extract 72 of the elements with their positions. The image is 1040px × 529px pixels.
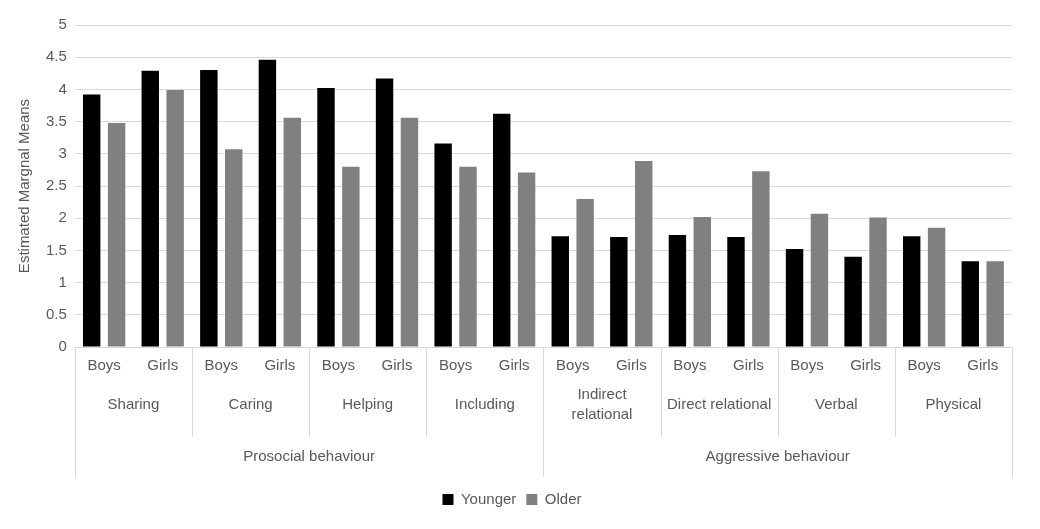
x-tick-label: Boys [790,356,824,374]
y-tick-label: 2 [58,208,67,226]
bar [434,143,452,347]
text: Verbal [815,395,858,413]
y-tick-label: 4.5 [45,47,67,65]
y-tick-label: 3 [58,143,67,161]
text: Including [454,395,515,413]
y-tick-label: 1 [58,272,67,290]
x-tick-label: Girls [967,356,999,374]
bar [551,236,569,347]
bar [635,160,653,347]
bar [492,113,511,347]
text: Direct relational [667,395,772,413]
y-tick-label: 4 [58,79,67,97]
bar [283,117,302,347]
x-tick-label: Boys [556,356,590,374]
x-tick-label: Girls [850,356,881,374]
y-tick-label: 1.5 [45,240,67,258]
x-tick-label: Boys [438,356,473,374]
text: Caring [228,395,273,413]
text: Physical [925,395,982,413]
bar [610,236,628,347]
bar [82,94,101,347]
bar [810,213,829,347]
bar [961,261,979,347]
bar [517,172,536,347]
bar [225,149,243,347]
bar [166,90,184,347]
text: Aggressive behaviour [705,447,850,465]
bar [668,234,687,347]
bar [141,70,159,347]
bar [986,261,1004,347]
x-tick-label: Girls [264,356,296,374]
bar [693,216,712,347]
bar [342,166,360,347]
bar [785,249,804,347]
bar [375,78,394,347]
bar [459,166,477,347]
bar [258,59,277,347]
bar [869,217,887,347]
x-tick-label: Girls [498,356,530,374]
bar [317,88,335,347]
x-tick-label: Girls [147,356,179,374]
bar [400,117,419,347]
bar [844,256,862,347]
x-tick-label: Boys [321,356,356,374]
bar [200,70,218,347]
text: Helping [342,395,394,413]
y-tick-label: 3.5 [45,111,67,129]
x-tick-label: Boys [204,356,238,374]
text: Indirect relational [571,385,633,423]
y-axis-title: Estimated Margnal Means [15,98,33,274]
x-tick-label: Girls [615,356,647,374]
x-tick-label: Boys [87,356,121,374]
bar [902,236,921,347]
y-tick-label: 0.5 [45,304,67,322]
bar [727,236,745,347]
x-tick-label: Boys [673,356,707,374]
y-tick-label: 2.5 [45,176,67,194]
bar [752,171,770,347]
text: Prosocial behaviour [243,447,376,465]
legend-label: Older [544,489,582,507]
bar [927,227,946,347]
bar [576,198,594,347]
y-tick-label: 0 [58,337,67,355]
x-tick-label: Girls [381,356,413,374]
y-tick-label: 5 [58,15,67,33]
bar [107,122,126,347]
x-tick-label: Girls [733,356,764,374]
x-tick-label: Boys [907,356,941,374]
legend-label: Younger [460,489,517,507]
text: Sharing [107,395,160,413]
